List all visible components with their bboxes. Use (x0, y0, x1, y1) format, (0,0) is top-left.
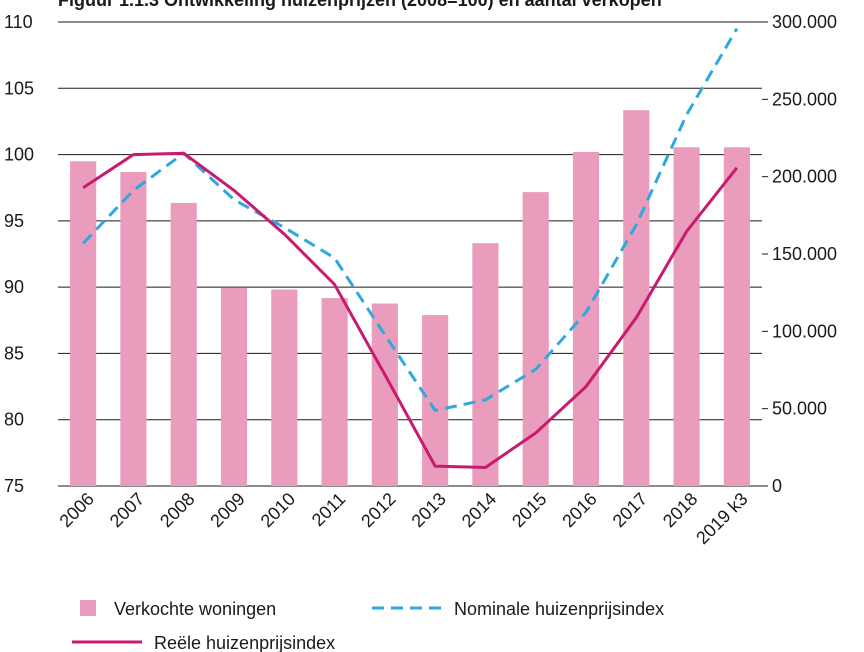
bar (271, 289, 298, 486)
y2-tick-label: 100.000 (772, 321, 837, 341)
y2-tick-label: 200.000 (772, 167, 837, 187)
y2-tick-label: 150.000 (772, 244, 837, 264)
bar (120, 172, 147, 486)
bar (371, 303, 398, 486)
bar (170, 202, 197, 486)
x-tick-label: 2009 (206, 489, 248, 531)
y2-tick-label: 250.000 (772, 89, 837, 109)
y2-tick-label: 300.000 (772, 12, 837, 32)
y2-tick-label: 50.000 (772, 399, 827, 419)
line-series (82, 151, 739, 469)
y-tick-label: 105 (4, 78, 34, 98)
legend-label: Verkochte woningen (114, 599, 276, 619)
y-tick-label: 80 (4, 410, 24, 430)
x-tick-label: 2006 (56, 489, 98, 531)
y-tick-label: 110 (4, 12, 33, 32)
x-tick-label: 2010 (257, 489, 299, 531)
bar (321, 298, 348, 486)
x-tick-label: 2017 (609, 489, 651, 531)
x-tick-label: 2011 (308, 489, 350, 531)
y-tick-label: 85 (4, 343, 24, 363)
x-tick-label: 2018 (659, 489, 701, 531)
x-tick-label: 2008 (156, 489, 198, 531)
x-tick-label: 2013 (408, 489, 450, 531)
bar (723, 147, 750, 486)
x-tick-label: 2016 (558, 489, 600, 531)
bar (673, 147, 700, 486)
y2-tick-label: 0 (772, 476, 782, 496)
bar (623, 110, 650, 486)
x-tick-label: 2015 (508, 489, 550, 531)
y-tick-label: 75 (4, 476, 24, 496)
bar (220, 288, 248, 486)
y-tick-label: 95 (4, 211, 24, 231)
x-tick-label: 2014 (458, 489, 500, 531)
chart-title: Figuur 1.1.3 Ontwikkeling huizenprijzen … (58, 0, 662, 10)
bar (572, 151, 600, 487)
x-tick-label: 2019 k3 (692, 489, 751, 548)
x-tick-label: 2007 (106, 489, 148, 531)
bar (472, 243, 499, 486)
bar (522, 192, 549, 486)
y-tick-label: 100 (4, 145, 34, 165)
x-tick-label: 2012 (357, 489, 399, 531)
legend-label: Reële huizenprijsindex (154, 633, 335, 652)
y-tick-label: 90 (4, 277, 24, 297)
legend-swatch (80, 600, 96, 616)
line-series (82, 27, 739, 413)
legend-label: Nominale huizenprijsindex (454, 599, 664, 619)
bar (422, 315, 449, 486)
bar (70, 161, 97, 486)
